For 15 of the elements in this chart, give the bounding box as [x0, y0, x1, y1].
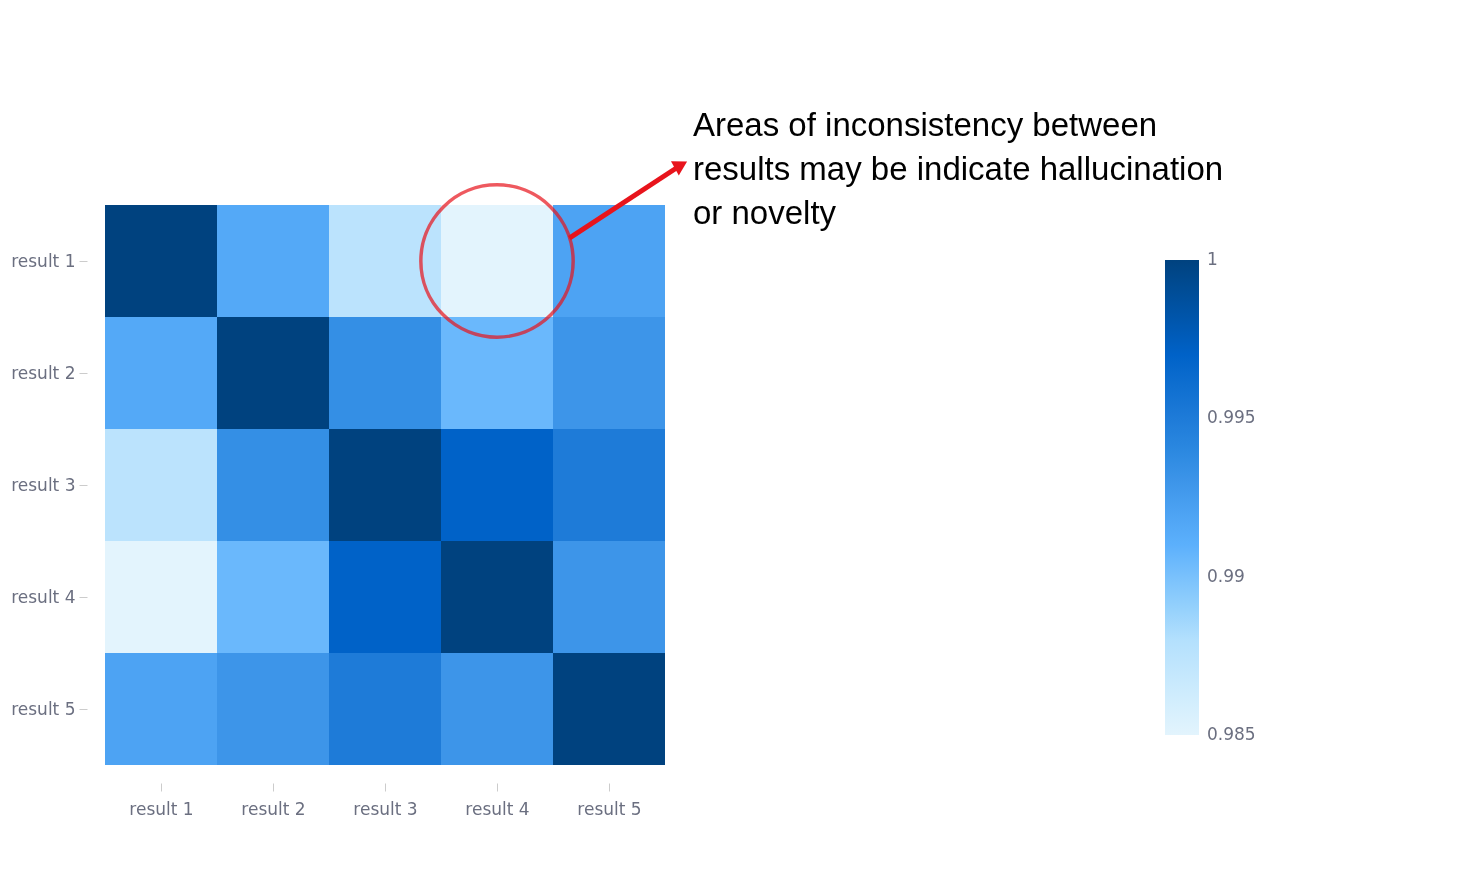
color-bar-label: 0.985	[1207, 724, 1256, 744]
x-tick-label: result 5	[577, 798, 642, 819]
x-tick-label: result 1	[129, 798, 194, 819]
y-tick-label: result 1	[11, 250, 76, 271]
color-bar-label: 0.99	[1207, 565, 1245, 586]
y-tick-label: result 5	[11, 698, 76, 719]
color-bar-label: 1	[1207, 249, 1218, 269]
y-tick-label: result 3	[11, 474, 76, 495]
y-tick-label: result 4	[11, 586, 76, 607]
color-bar-label: 0.995	[1207, 407, 1256, 428]
x-tick-label: result 4	[465, 798, 530, 819]
text: Areas of inconsistency between results may be indicate hallucination or novelty	[693, 106, 1224, 231]
y-tick-label: result 2	[11, 362, 76, 383]
x-tick-label: result 2	[241, 798, 306, 819]
x-tick-label: result 3	[353, 798, 418, 819]
